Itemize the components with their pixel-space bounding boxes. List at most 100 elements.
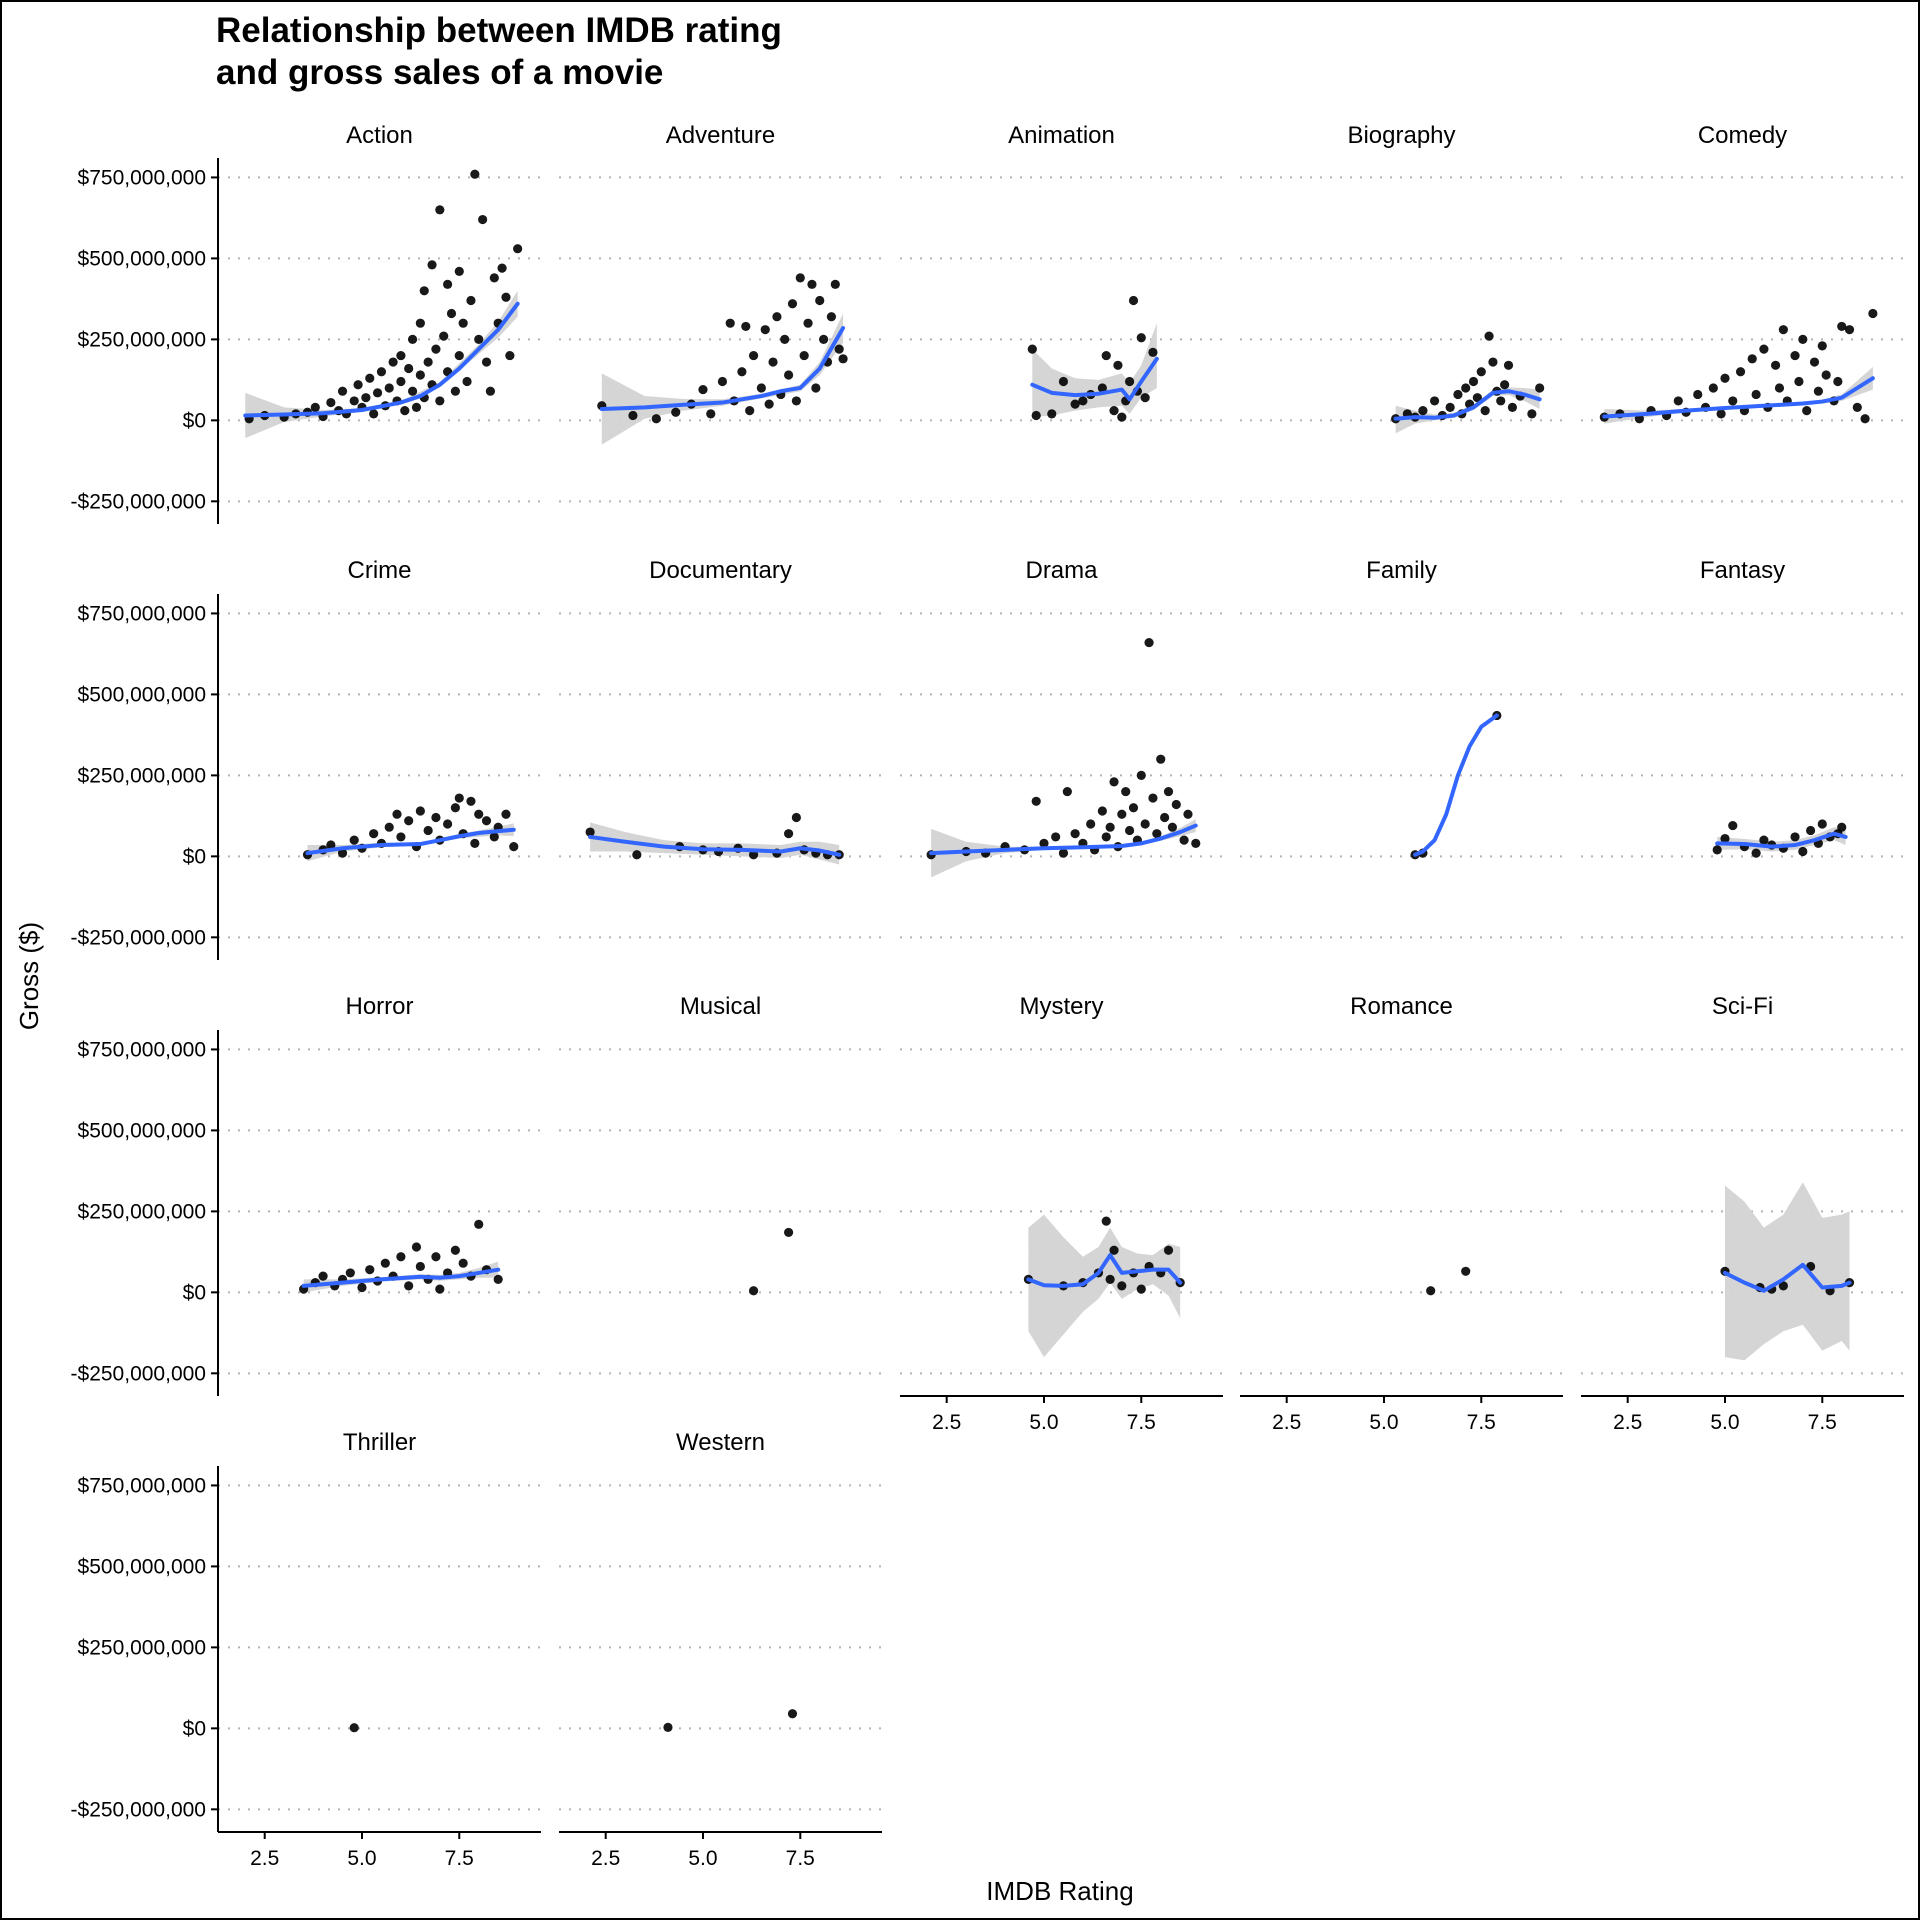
data-point — [838, 354, 848, 364]
data-point — [772, 312, 782, 322]
data-point — [1109, 1245, 1119, 1255]
data-point — [388, 357, 398, 367]
data-point — [791, 812, 801, 823]
y-tick-label: $750,000,000 — [78, 602, 206, 625]
data-point — [1860, 414, 1870, 424]
data-point — [737, 367, 747, 377]
data-point — [384, 383, 394, 393]
data-point — [745, 406, 755, 416]
data-point — [1167, 822, 1178, 832]
data-point — [1047, 409, 1057, 419]
data-point — [1728, 396, 1738, 406]
data-point — [470, 169, 480, 179]
data-point — [369, 829, 379, 839]
x-tick-label: 5.0 — [347, 1847, 376, 1870]
confidence-band — [601, 313, 844, 445]
data-point — [1070, 829, 1080, 839]
data-point — [481, 357, 492, 367]
data-point — [411, 1242, 422, 1252]
data-point — [404, 363, 414, 374]
data-point — [1806, 825, 1816, 836]
data-point — [1105, 1274, 1115, 1284]
data-point — [807, 279, 817, 289]
confidence-band — [1028, 1214, 1181, 1358]
data-point — [768, 357, 778, 367]
facets-layer: Action -$250,000,000 $0 $250,000,000 $500,00… — [71, 122, 1904, 1870]
data-point — [764, 399, 774, 409]
data-point — [725, 318, 735, 328]
data-point — [349, 1723, 359, 1733]
y-tick-label: -$250,000,000 — [71, 1362, 206, 1385]
smooth-line — [1722, 1262, 1852, 1293]
data-point — [1790, 832, 1800, 842]
facet-label-fantasy: Fantasy — [1700, 557, 1785, 584]
data-point — [474, 1219, 484, 1229]
data-point — [791, 396, 801, 406]
data-point — [1798, 334, 1808, 344]
x-tick-label: 2.5 — [1613, 1411, 1642, 1434]
data-point — [1445, 402, 1455, 412]
facet-mystery: Mystery 2.5 5.0 7.5 — [900, 993, 1223, 1434]
data-point — [1117, 1281, 1127, 1291]
data-point — [396, 1252, 406, 1262]
data-point — [741, 321, 751, 332]
x-tick-label: 7.5 — [1127, 1411, 1156, 1434]
facet-crime: Crime -$250,000,000 $0 $250,000,000 $500,000… — [71, 557, 541, 960]
data-point — [1747, 354, 1757, 364]
smooth-line — [1602, 376, 1875, 419]
data-point — [493, 1274, 503, 1284]
facet-documentary: Documentary — [559, 557, 882, 939]
data-point — [497, 263, 507, 273]
data-point — [1128, 803, 1139, 813]
data-point — [454, 793, 464, 803]
y-tick-label: $750,000,000 — [78, 1038, 206, 1061]
x-axis-title: IMDB Rating — [986, 1876, 1133, 1906]
x-tick-label: 5.0 — [1369, 1411, 1398, 1434]
data-point — [1136, 1284, 1146, 1294]
data-point — [407, 386, 418, 396]
data-point — [1770, 360, 1781, 370]
y-tick-label: $250,000,000 — [78, 1200, 206, 1223]
facet-western: Western 2.5 5.0 7.5 — [559, 1429, 882, 1870]
data-point — [345, 1268, 355, 1278]
smooth-line — [599, 326, 846, 412]
data-point — [1535, 383, 1545, 393]
data-point — [1136, 770, 1146, 780]
data-point — [698, 384, 708, 395]
data-point — [1809, 357, 1820, 367]
data-point — [1488, 357, 1498, 367]
y-tick-label: -$250,000,000 — [71, 490, 206, 513]
data-point — [466, 796, 476, 806]
data-point — [1833, 376, 1843, 387]
data-point — [784, 370, 794, 380]
data-point — [1109, 777, 1119, 787]
data-point — [780, 334, 790, 344]
data-point — [628, 410, 638, 421]
data-point — [1844, 325, 1855, 335]
data-point — [1778, 325, 1788, 335]
data-point — [1078, 396, 1088, 406]
data-point — [474, 809, 484, 819]
data-point — [458, 1258, 468, 1268]
data-point — [435, 205, 445, 215]
data-point — [513, 244, 523, 254]
data-point — [651, 414, 661, 424]
smooth-line — [301, 1267, 501, 1288]
data-point — [1461, 1266, 1471, 1276]
data-point — [1051, 832, 1061, 842]
data-point — [585, 827, 595, 837]
data-point — [1728, 820, 1738, 831]
data-point — [1058, 376, 1069, 387]
data-point — [1484, 331, 1494, 341]
data-point — [470, 838, 480, 848]
data-point — [1751, 848, 1761, 858]
data-point — [353, 380, 363, 390]
data-point — [415, 370, 425, 380]
data-point — [376, 367, 387, 377]
data-point — [1480, 406, 1490, 416]
data-point — [435, 1284, 445, 1294]
x-tick-label: 5.0 — [1710, 1411, 1739, 1434]
data-point — [415, 1261, 425, 1272]
data-point — [1148, 793, 1158, 803]
